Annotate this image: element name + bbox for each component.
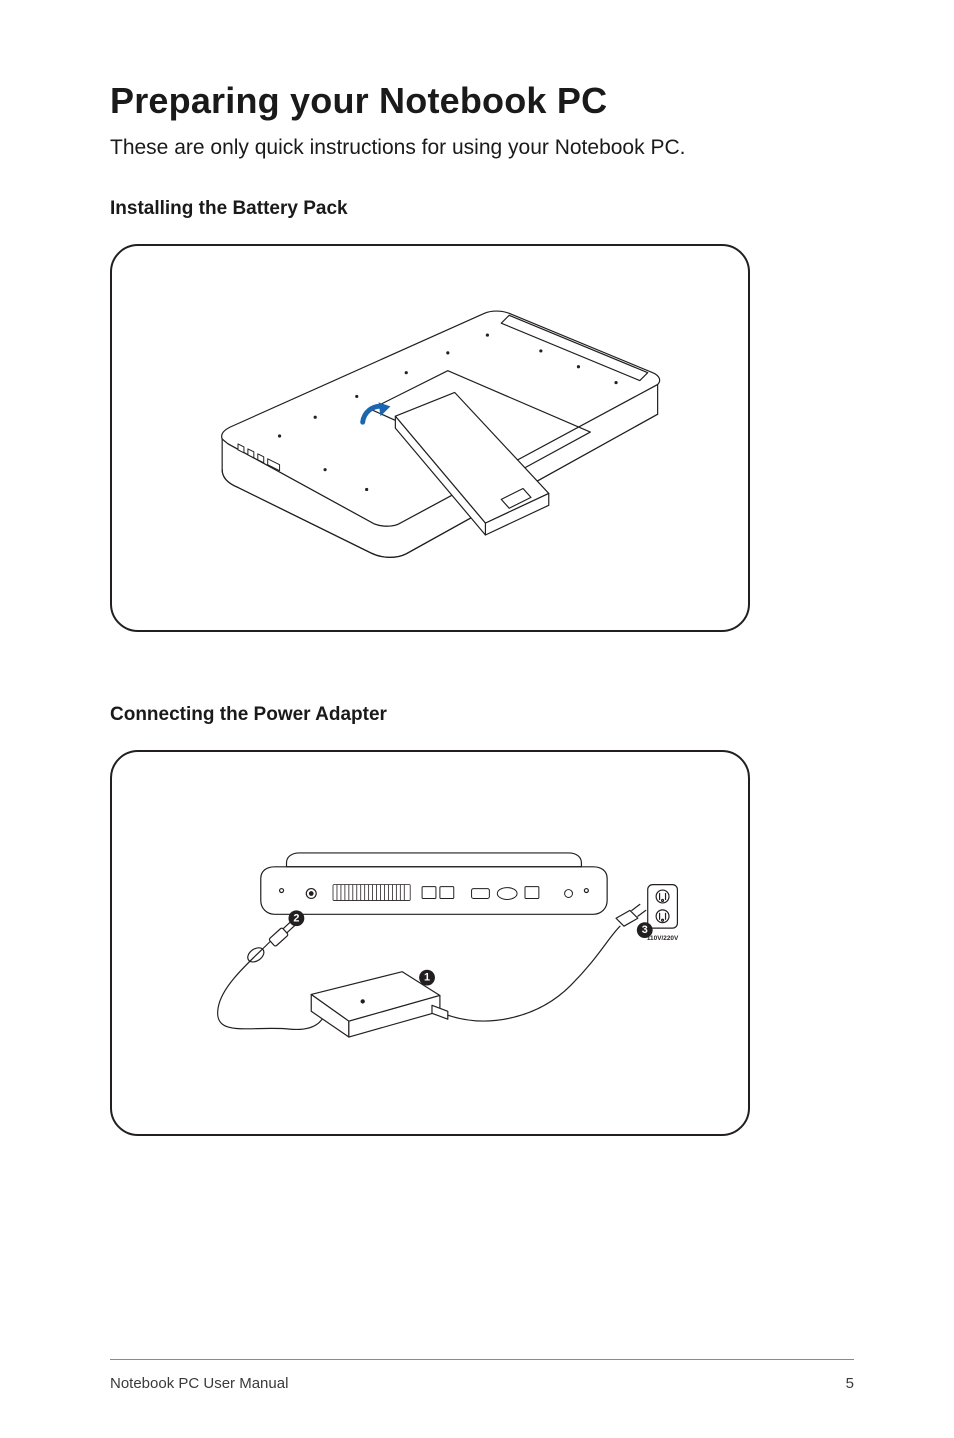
ac-cable xyxy=(432,905,646,1022)
power-illustration: 110V/220V 2 1 xyxy=(112,752,748,1134)
svg-text:3: 3 xyxy=(642,924,648,936)
dc-in-port xyxy=(306,889,316,899)
outlet-voltage-label: 110V/220V xyxy=(647,935,679,942)
svg-text:2: 2 xyxy=(293,913,299,925)
callout-2: 2 xyxy=(288,911,304,927)
manual-page: Preparing your Notebook PC These are onl… xyxy=(0,0,954,1438)
callout-1: 1 xyxy=(419,970,435,986)
page-footer: Notebook PC User Manual 5 xyxy=(110,1375,854,1392)
page-title: Preparing your Notebook PC xyxy=(110,80,854,122)
section-heading-battery: Installing the Battery Pack xyxy=(110,198,854,220)
figure-power-adapter: 110V/220V 2 1 xyxy=(110,750,750,1136)
section-heading-power: Connecting the Power Adapter xyxy=(110,704,854,726)
laptop-rear xyxy=(261,853,607,914)
svg-text:1: 1 xyxy=(424,972,430,984)
figure-battery-install xyxy=(110,244,750,632)
intro-text: These are only quick instructions for us… xyxy=(110,134,854,162)
dc-cable xyxy=(218,918,327,1030)
footer-page-number: 5 xyxy=(846,1375,854,1392)
wall-outlet xyxy=(648,885,678,929)
vent-grille xyxy=(333,885,410,901)
callout-3: 3 xyxy=(637,923,653,939)
footer-doc-title: Notebook PC User Manual xyxy=(110,1375,288,1392)
footer-rule xyxy=(110,1359,854,1360)
battery-illustration xyxy=(112,246,748,630)
callouts: 2 1 3 xyxy=(288,911,652,986)
ac-plug xyxy=(616,905,646,927)
